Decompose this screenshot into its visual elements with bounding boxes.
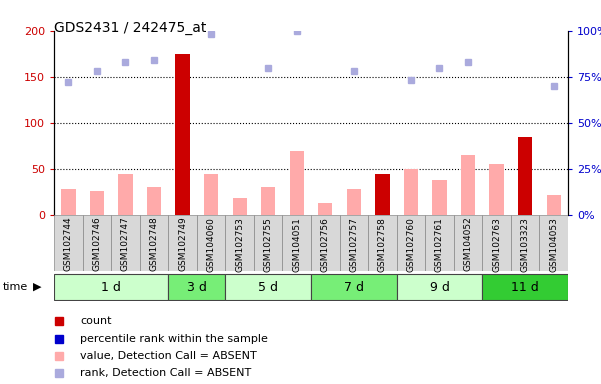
Text: GSM102748: GSM102748: [150, 217, 159, 271]
Text: 11 d: 11 d: [511, 281, 539, 293]
Bar: [54, 274, 168, 300]
Bar: [347, 189, 361, 215]
Bar: [118, 174, 133, 215]
Text: GSM102749: GSM102749: [178, 217, 187, 271]
Bar: [168, 215, 197, 271]
Bar: [168, 274, 225, 300]
Text: 9 d: 9 d: [430, 281, 450, 293]
Text: GSM102746: GSM102746: [93, 217, 102, 271]
Text: GSM102763: GSM102763: [492, 217, 501, 271]
Bar: [61, 189, 76, 215]
Bar: [518, 137, 532, 215]
Text: GDS2431 / 242475_at: GDS2431 / 242475_at: [54, 21, 207, 35]
Bar: [290, 151, 304, 215]
Bar: [375, 174, 389, 215]
Bar: [139, 215, 168, 271]
Bar: [90, 191, 104, 215]
Bar: [54, 215, 82, 271]
Text: 5 d: 5 d: [258, 281, 278, 293]
Text: value, Detection Call = ABSENT: value, Detection Call = ABSENT: [80, 351, 257, 361]
Bar: [82, 215, 111, 271]
Bar: [397, 274, 482, 300]
Bar: [489, 164, 504, 215]
Bar: [461, 155, 475, 215]
Text: GSM102744: GSM102744: [64, 217, 73, 271]
Text: GSM102760: GSM102760: [406, 217, 415, 271]
Bar: [454, 215, 482, 271]
Bar: [511, 215, 539, 271]
Text: GSM102755: GSM102755: [264, 217, 273, 271]
Text: GSM104051: GSM104051: [292, 217, 301, 271]
Bar: [147, 187, 161, 215]
Text: percentile rank within the sample: percentile rank within the sample: [80, 334, 268, 344]
Bar: [282, 215, 311, 271]
Bar: [311, 274, 397, 300]
Text: 1 d: 1 d: [101, 281, 121, 293]
Bar: [197, 215, 225, 271]
Bar: [225, 274, 311, 300]
Bar: [397, 215, 425, 271]
Bar: [539, 215, 568, 271]
Bar: [368, 215, 397, 271]
Bar: [311, 215, 340, 271]
Text: 7 d: 7 d: [344, 281, 364, 293]
Text: GSM102756: GSM102756: [321, 217, 330, 271]
Text: GSM102757: GSM102757: [349, 217, 358, 271]
Bar: [254, 215, 282, 271]
Bar: [175, 54, 190, 215]
Bar: [546, 195, 561, 215]
Bar: [425, 215, 454, 271]
Bar: [233, 197, 247, 215]
Text: 3 d: 3 d: [187, 281, 207, 293]
Text: rank, Detection Call = ABSENT: rank, Detection Call = ABSENT: [80, 368, 251, 378]
Bar: [111, 215, 139, 271]
Text: time: time: [3, 282, 28, 292]
Text: ▶: ▶: [33, 282, 41, 292]
Text: GSM104052: GSM104052: [463, 217, 472, 271]
Bar: [340, 215, 368, 271]
Text: GSM102753: GSM102753: [235, 217, 244, 271]
Bar: [204, 174, 218, 215]
Text: GSM104060: GSM104060: [207, 217, 216, 271]
Bar: [482, 215, 511, 271]
Text: GSM103323: GSM103323: [520, 217, 529, 271]
Text: GSM102761: GSM102761: [435, 217, 444, 271]
Text: GSM102747: GSM102747: [121, 217, 130, 271]
Text: count: count: [80, 316, 112, 326]
Bar: [432, 180, 447, 215]
Text: GSM104053: GSM104053: [549, 217, 558, 271]
Bar: [261, 187, 275, 215]
Bar: [225, 215, 254, 271]
Bar: [482, 274, 568, 300]
Bar: [404, 169, 418, 215]
Text: GSM102758: GSM102758: [378, 217, 387, 271]
Bar: [318, 203, 332, 215]
